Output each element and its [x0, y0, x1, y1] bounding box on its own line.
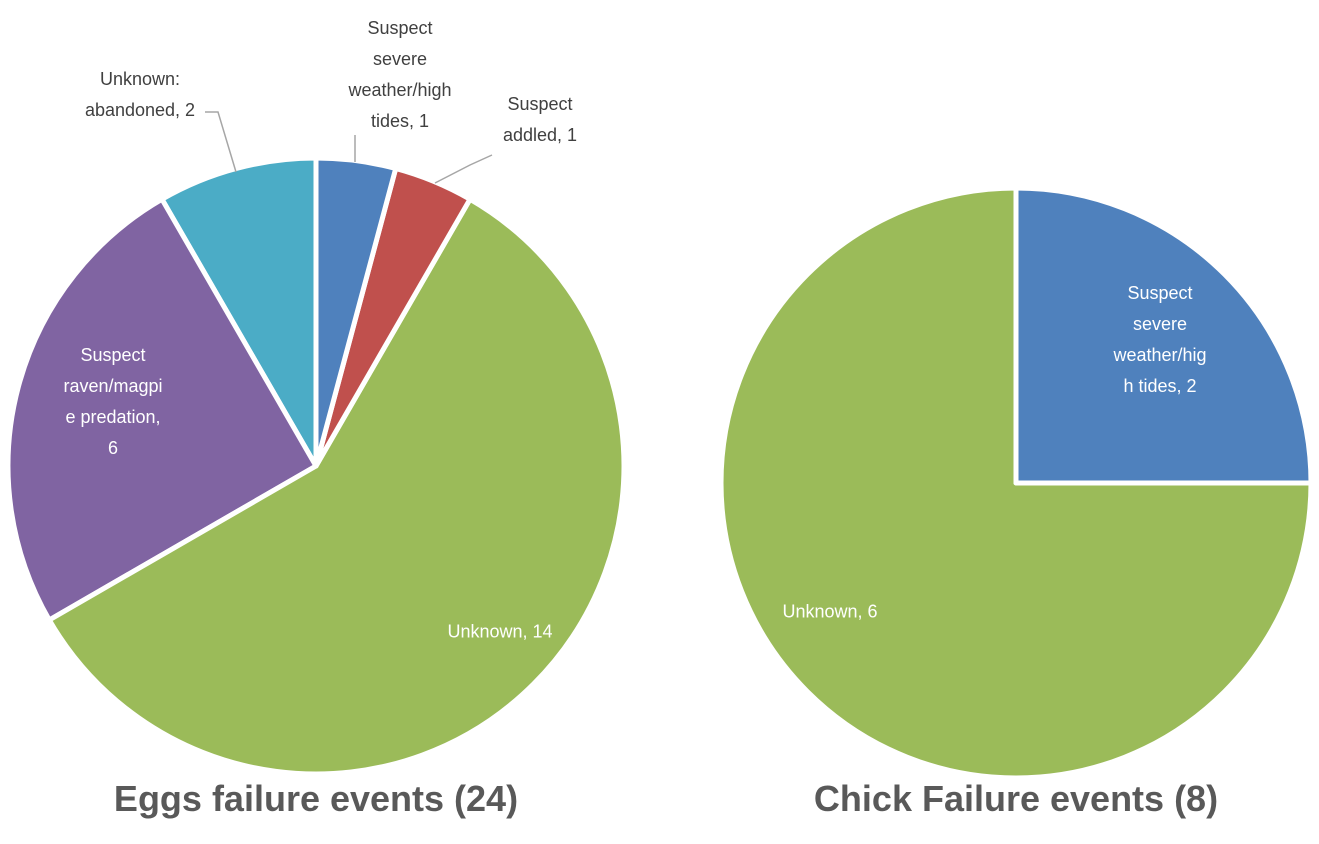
data-label: Unknown, 6	[782, 601, 878, 622]
pie-slice	[1013, 185, 1314, 486]
pie-slice	[46, 196, 627, 777]
data-label: Unknown, 14	[447, 621, 553, 642]
data-label: Suspect severe weather/high tides, 2	[1113, 283, 1207, 396]
pie-slice	[159, 155, 319, 469]
chart-title: Chick Failure events (8)	[813, 778, 1219, 819]
pie-slice	[5, 196, 319, 623]
leader-line	[434, 154, 493, 184]
data-label: Suspect addled, 1	[502, 94, 578, 145]
data-label: Suspect severe weather/high tides, 1	[348, 18, 452, 131]
leader-line	[205, 111, 237, 173]
pie-slice	[718, 185, 1314, 781]
chart-title: Eggs failure events (24)	[113, 778, 519, 819]
data-label: Suspect raven/magpie predation, 6	[63, 345, 163, 458]
leader-lines	[205, 111, 493, 184]
pie-slice	[313, 155, 399, 469]
data-label: Unknown: abandoned, 2	[84, 69, 196, 120]
